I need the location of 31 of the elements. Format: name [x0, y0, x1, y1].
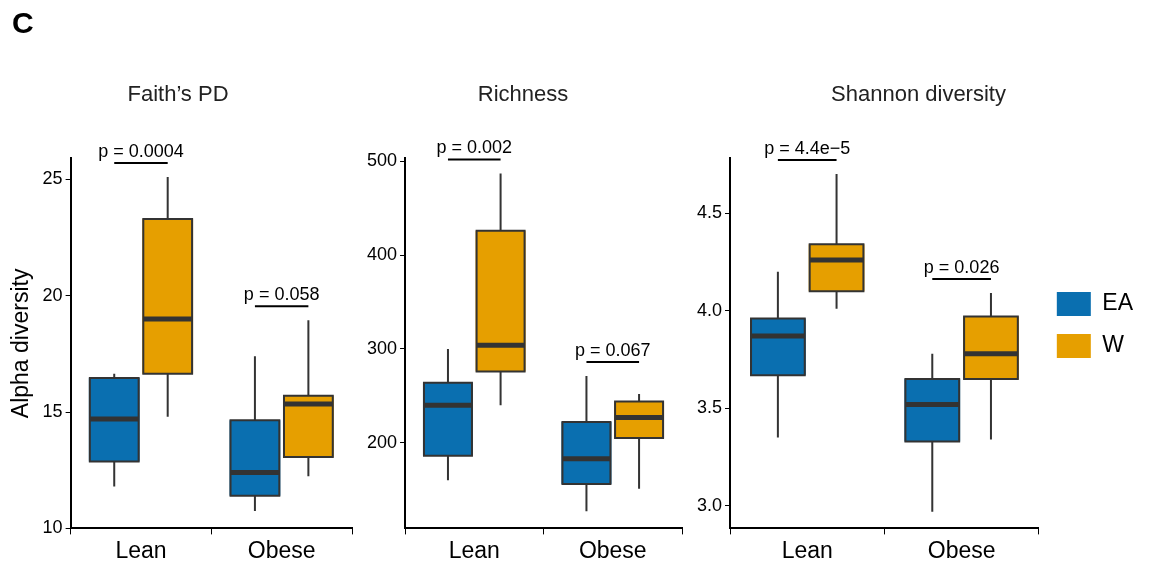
- annotation: p = 0.058: [243, 284, 320, 305]
- y-tick-label: 4.5: [696, 202, 723, 223]
- x-tick-label: Obese: [927, 536, 996, 563]
- chart-title: Richness: [477, 81, 569, 107]
- y-tick-label: 20: [42, 284, 63, 305]
- y-tick-label: 3.0: [696, 494, 723, 515]
- x-tick-label: Obese: [247, 536, 316, 563]
- y-tick-label: 15: [42, 401, 63, 422]
- x-tick-label: Lean: [448, 536, 500, 563]
- annotation: p = 0.026: [923, 257, 1000, 278]
- y-tick-label: 400: [366, 244, 398, 265]
- annotation: p = 0.067: [574, 340, 651, 361]
- text: C: [12, 6, 34, 40]
- x-tick-label: Lean: [115, 536, 167, 563]
- x-tick-label: Obese: [578, 536, 647, 563]
- legend-label: W: [1102, 331, 1125, 358]
- y-tick-label: 200: [366, 431, 398, 452]
- chart-title: Shannon diversity: [831, 81, 1006, 107]
- y-tick-label: 500: [366, 150, 398, 171]
- text: p = 0.002: [436, 137, 513, 158]
- legend-label: EA: [1102, 289, 1134, 316]
- chart-title: Faith’s PD: [127, 81, 229, 107]
- x-tick-label: Lean: [781, 536, 833, 563]
- y-tick-label: 3.5: [696, 397, 723, 418]
- y-tick-label: 300: [366, 337, 398, 358]
- y-tick-label: 25: [42, 168, 63, 189]
- y-axis-title: Alpha diversity: [7, 268, 34, 419]
- y-tick-label: 4.0: [696, 299, 723, 320]
- y-tick-label: 10: [42, 517, 63, 538]
- text: p = 4.4e−5: [764, 137, 851, 158]
- annotation: p = 0.0004: [98, 140, 184, 161]
